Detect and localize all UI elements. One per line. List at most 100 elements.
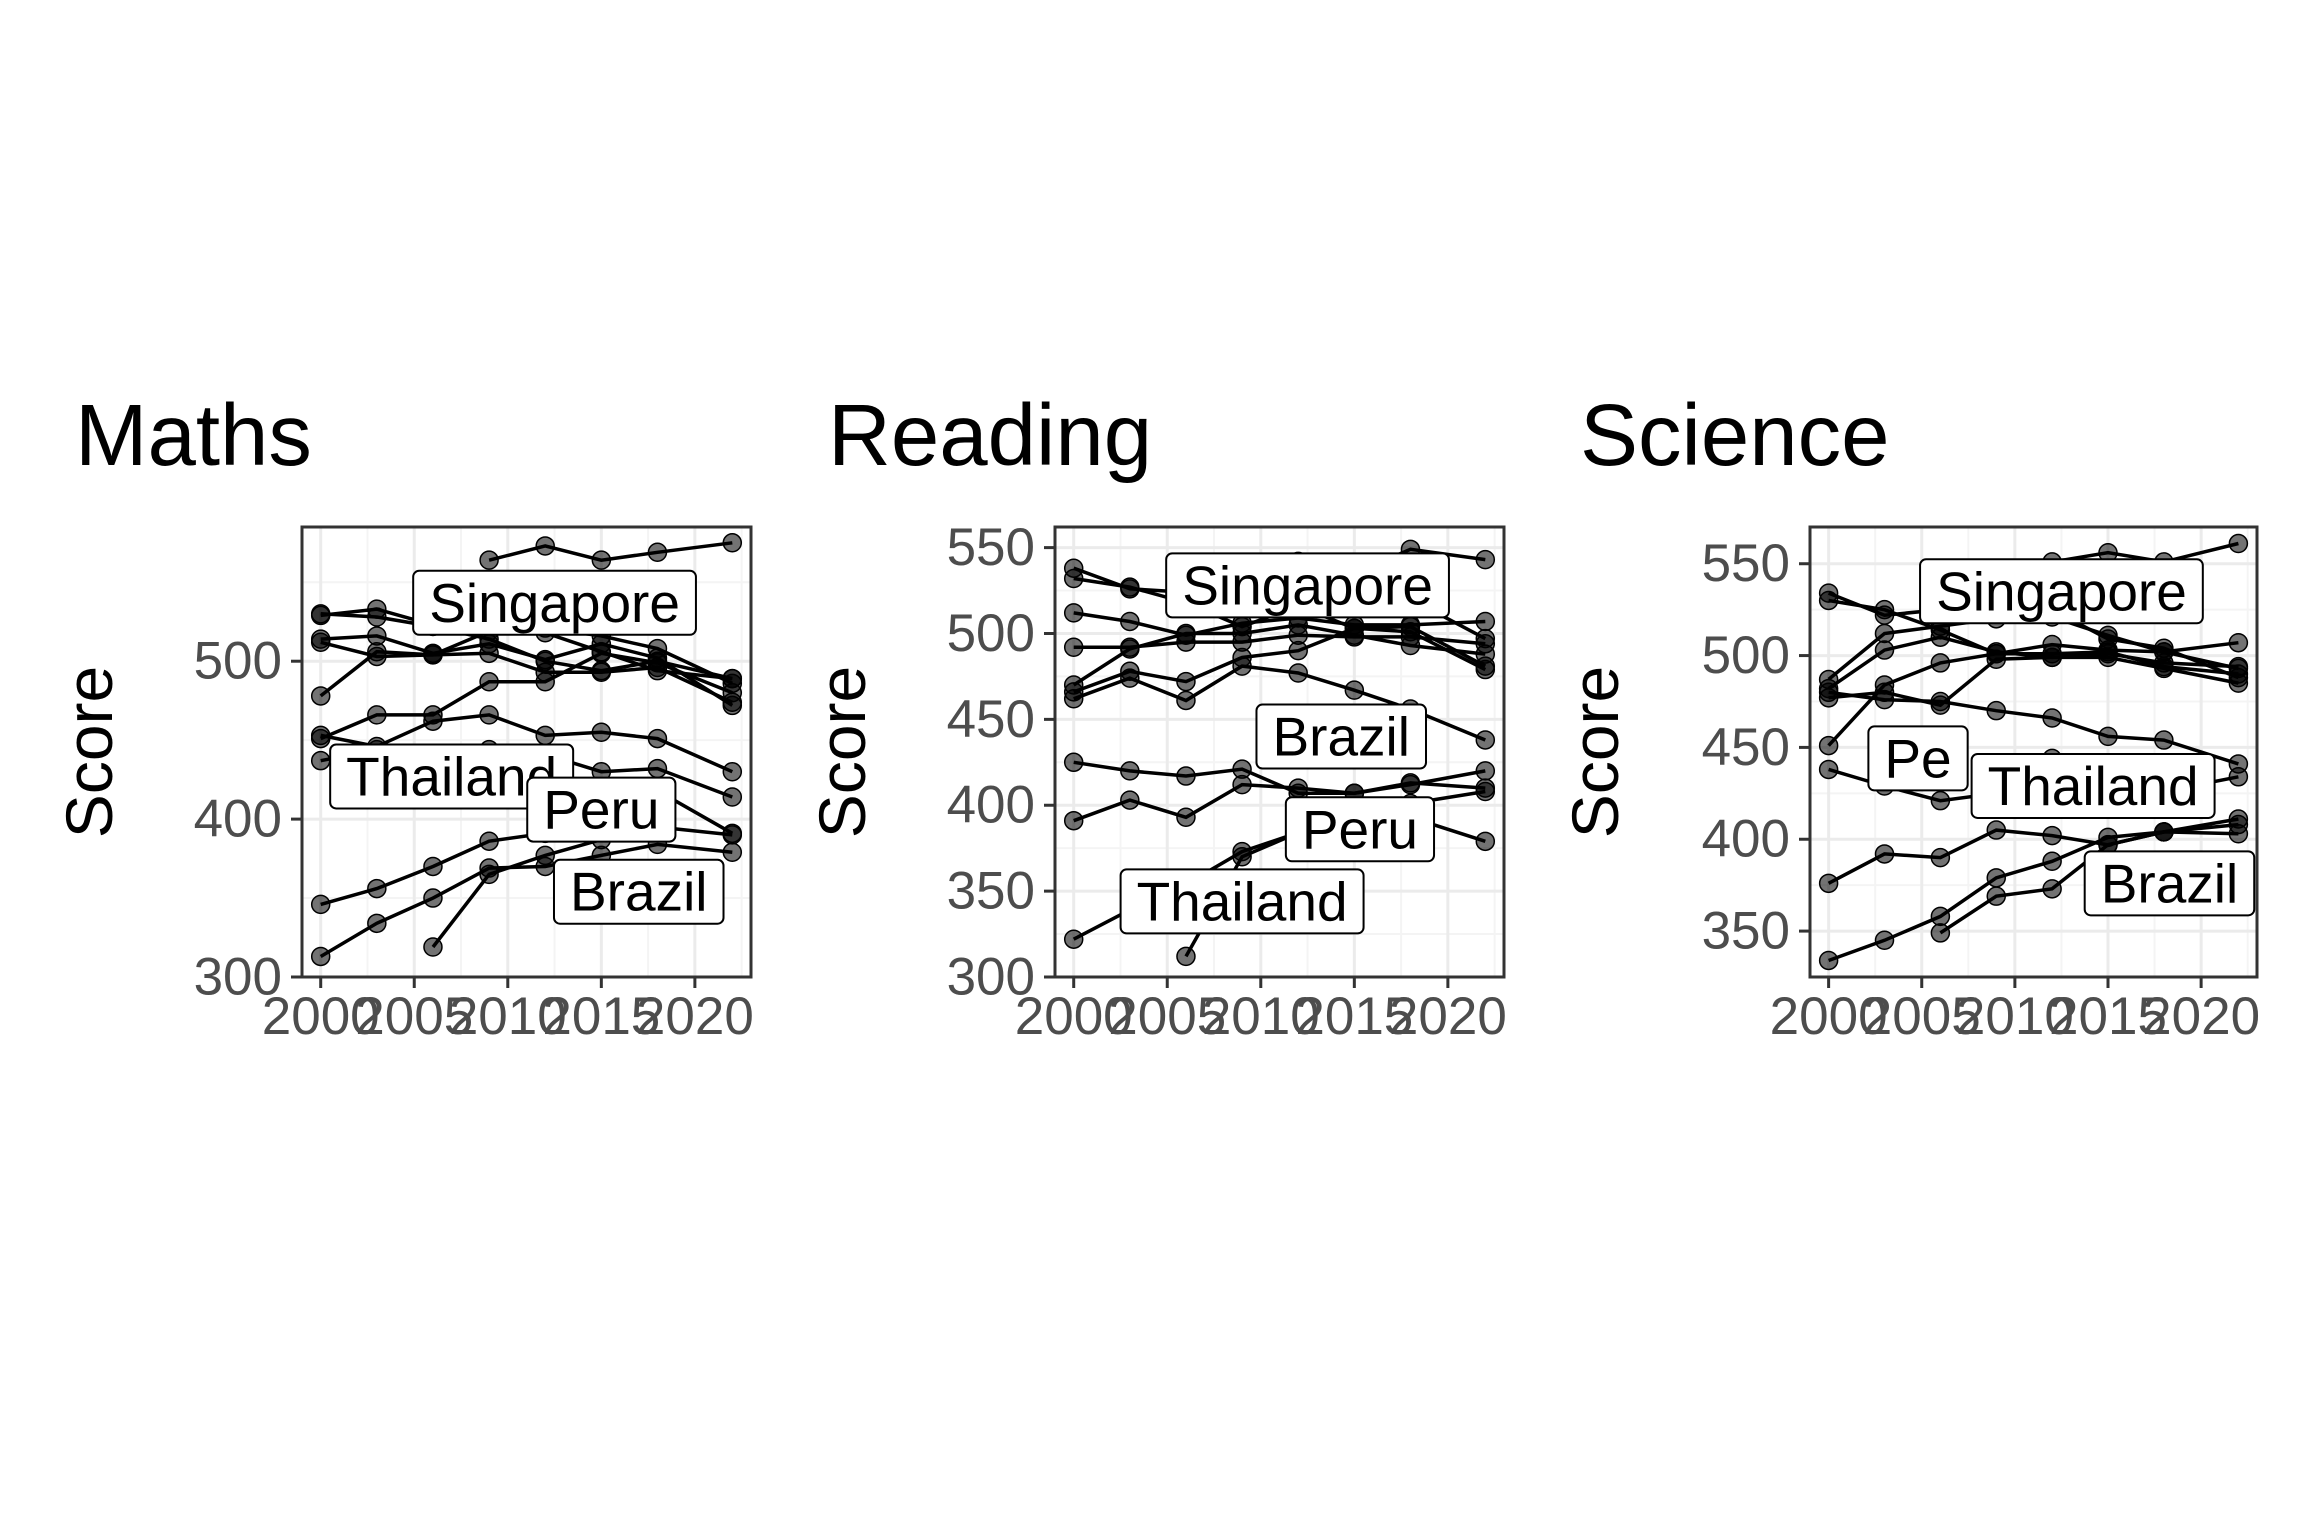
- data-point: [367, 607, 387, 627]
- country-label-thailand: Thailand: [1970, 752, 2216, 819]
- data-point: [423, 888, 443, 908]
- data-point: [1930, 923, 1951, 943]
- data-point: [647, 758, 668, 779]
- data-point: [722, 787, 743, 807]
- data-point: [722, 842, 743, 863]
- data-point: [2098, 726, 2118, 747]
- country-label-text: Peru: [1302, 798, 1418, 860]
- data-point: [591, 643, 612, 664]
- x-tick-label: 2020: [636, 987, 754, 1046]
- data-point: [647, 542, 668, 563]
- x-tick-label: 2000: [1015, 987, 1133, 1046]
- data-point: [1344, 618, 1365, 639]
- data-point: [310, 632, 331, 653]
- data-point: [1176, 766, 1196, 786]
- data-point: [1176, 690, 1196, 711]
- label-box: [1867, 725, 1969, 792]
- data-point: [1930, 691, 1951, 712]
- data-point: [1232, 841, 1252, 862]
- data-point: [1475, 659, 1496, 680]
- data-point: [479, 831, 499, 851]
- y-axis: 300 350 400 450 500 550: [947, 518, 1055, 1007]
- x-tick-label: 2005: [1108, 987, 1226, 1046]
- x-tick-label: 2010: [1202, 987, 1320, 1046]
- data-point: [1120, 790, 1140, 810]
- data-point: [1232, 656, 1252, 676]
- data-point: [1288, 778, 1308, 798]
- data-point: [1176, 807, 1196, 828]
- data-point: [310, 946, 331, 967]
- country-label-brazil: Brazil: [552, 858, 725, 925]
- data-point: [1288, 640, 1308, 661]
- x-tick-label: 2005: [1863, 987, 1981, 1046]
- data-point: [1232, 623, 1252, 644]
- data-point: [722, 761, 743, 782]
- data-point: [1930, 790, 1951, 811]
- country-label-peru: Peru: [1284, 796, 1436, 863]
- data-point: [1288, 615, 1308, 635]
- data-point: [1120, 577, 1140, 597]
- data-point: [2228, 767, 2249, 787]
- country-label-text: Brazil: [570, 861, 708, 923]
- data-point: [591, 550, 612, 570]
- data-point: [2228, 533, 2249, 554]
- y-axis: 350 400 450 500 550: [1702, 534, 1810, 961]
- data-point: [1400, 773, 1421, 793]
- y-tick-label: 400: [194, 790, 282, 849]
- data-point: [310, 725, 331, 746]
- y-tick-label: 550: [1702, 534, 1790, 593]
- data-point: [423, 856, 443, 877]
- x-tick-label: 2000: [262, 987, 380, 1046]
- y-tick-label: 450: [947, 690, 1035, 749]
- y-axis: 300 400 500: [194, 632, 302, 1007]
- y-tick-label: 450: [1702, 718, 1790, 777]
- y-axis-title: Score: [805, 666, 879, 838]
- panel-title: Science: [1580, 387, 1890, 484]
- data-point: [1818, 950, 1839, 971]
- data-point: [2042, 851, 2062, 872]
- data-point: [722, 825, 743, 845]
- data-point: [1120, 639, 1140, 659]
- data-point: [1475, 549, 1496, 570]
- data-point: [1475, 831, 1496, 852]
- data-point: [1874, 623, 1895, 644]
- y-tick-label: 550: [947, 518, 1035, 577]
- y-axis-title: Score: [52, 666, 126, 838]
- x-tick-label: 2015: [1295, 987, 1413, 1046]
- label-box: [1919, 558, 2204, 625]
- data-point: [423, 711, 443, 731]
- data-point: [1818, 590, 1839, 611]
- y-axis-title: Score: [1558, 666, 1632, 838]
- data-point: [2042, 825, 2062, 846]
- country-label-singapore: Singapore: [1919, 558, 2204, 625]
- data-point: [1818, 682, 1839, 703]
- data-point: [479, 550, 499, 570]
- data-point: [1120, 761, 1140, 781]
- data-point: [1120, 611, 1140, 632]
- data-point: [1344, 680, 1365, 700]
- label-box: [1119, 868, 1365, 935]
- label-box: [2083, 850, 2256, 917]
- data-point: [722, 533, 743, 553]
- data-point: [1063, 810, 1084, 831]
- x-tick-label: 2020: [1389, 987, 1507, 1046]
- x-tick-label: 2005: [355, 987, 473, 1046]
- data-point: [2228, 823, 2249, 844]
- country-label-text: Brazil: [1272, 706, 1410, 768]
- data-point: [1475, 761, 1496, 781]
- label-box: [526, 776, 677, 843]
- data-point: [1930, 627, 1951, 647]
- data-point: [1874, 599, 1895, 620]
- data-point: [1986, 700, 2006, 721]
- data-point: [2228, 658, 2249, 679]
- country-label-text: Singapore: [1936, 560, 2187, 622]
- data-point: [1063, 603, 1084, 623]
- data-point: [1874, 675, 1895, 695]
- data-point: [647, 728, 668, 749]
- data-point: [367, 641, 387, 662]
- label-box: [1970, 752, 2216, 819]
- data-point: [1176, 671, 1196, 692]
